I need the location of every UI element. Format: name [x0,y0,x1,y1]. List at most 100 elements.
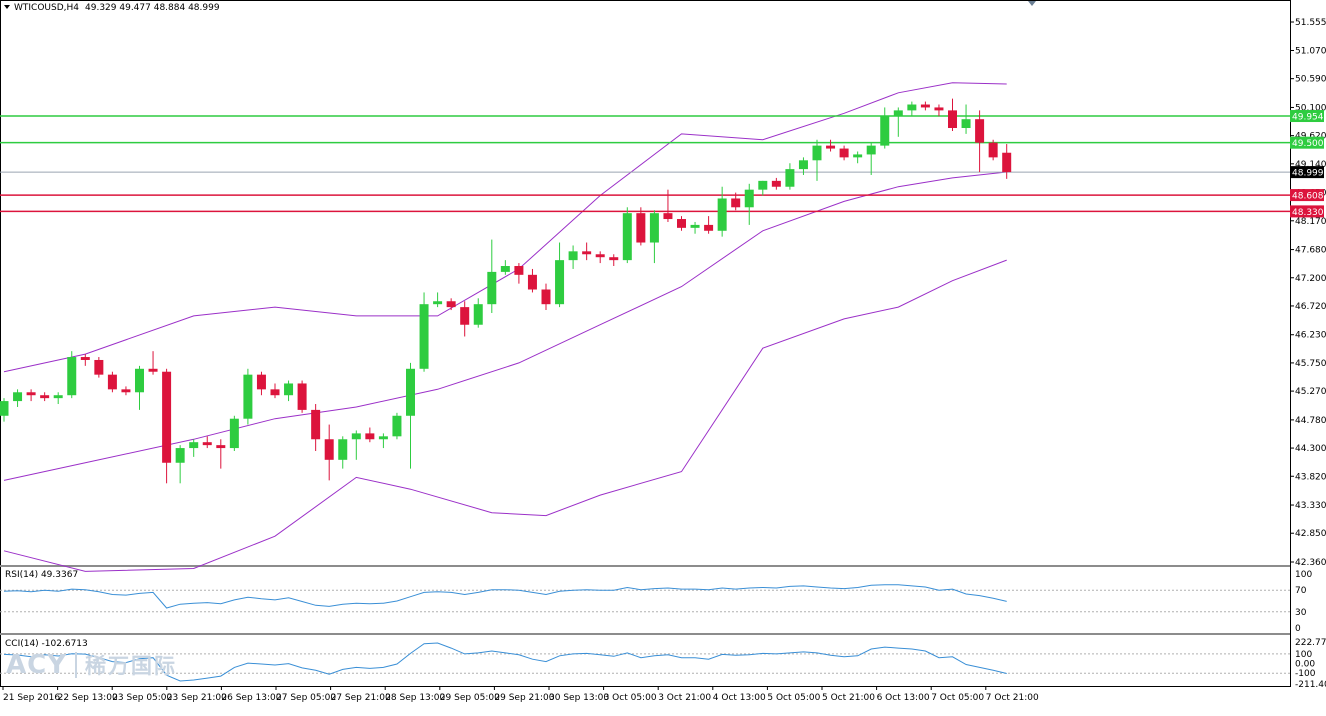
candle [67,351,77,399]
candle-body [798,160,808,170]
candle [338,436,348,469]
candle [744,183,754,225]
y-tick-label: 45.270 [1295,387,1326,397]
candle [80,354,90,366]
candle-body [473,304,483,325]
candle-body [270,389,280,396]
candle [53,392,63,405]
candle-body [311,409,321,440]
candle [256,371,266,396]
candle [839,145,849,161]
candle-body [758,180,768,190]
level-tag-resistance [1290,136,1324,149]
candle-body [609,257,619,261]
candle [690,221,700,234]
candle [243,368,253,425]
candle-body [866,145,876,155]
candle [866,142,876,175]
candle [284,380,294,402]
chart-shift-marker-icon[interactable] [1028,1,1036,6]
candle-body [162,371,172,463]
candle-body [893,110,903,117]
y-tick-label: 45.750 [1295,359,1326,369]
candle [270,383,280,399]
candle-body [961,119,971,129]
cci-label: CCI(14) -102.6713 [5,639,88,649]
candle [609,254,619,267]
candle [853,151,863,164]
x-tick-label: 23 Sep 21:00 [167,693,227,703]
candle-body [121,389,131,393]
candle-body [148,368,158,372]
rsi-tick-label: 70 [1295,586,1307,596]
candle [961,104,971,134]
candle-body [568,251,578,261]
level-tag-support [1290,189,1324,202]
y-tick-label: 43.820 [1295,472,1326,482]
cci-line [3,642,1007,682]
candle-body [771,180,781,187]
candle [487,239,497,313]
bollinger-upper-line [3,82,1007,373]
rsi-tick-label: 0 [1295,624,1301,634]
candle-body [460,307,470,325]
candle [893,107,903,137]
candle [433,292,443,308]
candle-body [433,301,443,305]
candle-body [256,374,266,390]
candle [135,365,144,410]
candle-body [1002,152,1012,173]
level-tag-label: 49.954 [1292,113,1324,123]
candle-body [324,439,334,460]
y-tick-label: 49.620 [1295,132,1326,142]
x-tick-label: 29 Sep 05:00 [440,693,500,703]
candle-body [229,418,239,449]
candle [582,242,592,261]
x-tick-label: 27 Sep 05:00 [276,693,336,703]
candle [798,157,808,175]
candle [826,139,836,152]
y-tick-label: 43.330 [1295,501,1326,511]
candle [595,251,605,264]
candle [948,98,957,131]
candle-body [189,442,199,449]
candle [649,210,659,264]
candle-body [853,154,863,158]
candle-body [690,224,700,228]
y-tick-label: 51.070 [1295,46,1326,56]
candle [636,207,646,246]
candle-body [53,395,63,399]
x-tick-label: 5 Oct 05:00 [767,693,820,703]
bollinger-lower-line [3,259,1007,572]
candle [189,439,199,457]
candle [934,104,944,117]
candle-body [812,145,822,161]
candle-body [975,119,985,143]
candle [920,101,930,111]
candle [162,368,172,484]
candle [229,415,239,452]
candle-body [839,148,849,158]
level-tag-resistance [1290,110,1324,123]
rsi-tick-label: 100 [1295,570,1312,580]
candle [785,163,795,190]
candle-body [744,189,754,208]
y-tick-label: 48.170 [1295,217,1326,227]
candle-body [582,251,592,255]
candle-body [731,198,741,208]
y-tick-label: 51.555 [1295,18,1326,28]
candle-body [704,224,714,231]
candle [446,298,456,311]
symbol-dropdown-icon[interactable] [4,5,10,9]
candle-body [446,301,456,308]
candle-body [527,274,537,290]
candle-body [297,383,307,410]
candle-body [378,436,388,440]
candle-body [880,116,890,146]
candle-body [948,110,957,129]
candle-body [595,254,605,258]
x-tick-label: 27 Sep 21:00 [331,693,391,703]
candle [663,189,673,222]
